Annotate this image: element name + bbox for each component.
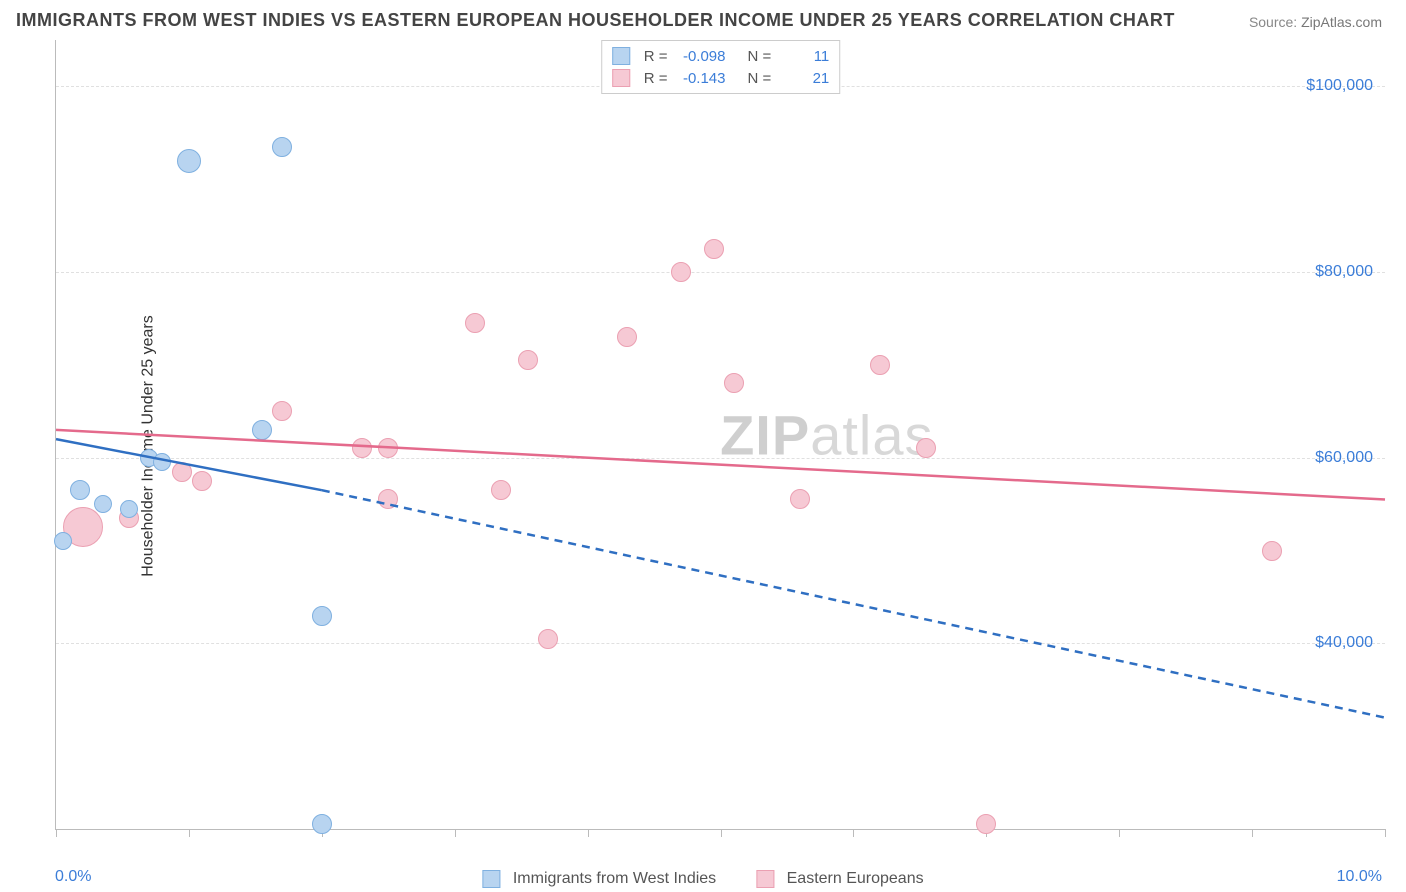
- x-tick: [56, 829, 57, 837]
- data-point-b: [192, 471, 212, 491]
- y-tick-label: $100,000: [1306, 77, 1373, 95]
- x-axis-max-label: 10.0%: [1337, 868, 1382, 886]
- data-point-b: [352, 438, 372, 458]
- trend-line: [56, 430, 1385, 500]
- data-point-b: [378, 438, 398, 458]
- legend-R-label: R =: [644, 48, 668, 65]
- chart-title: IMMIGRANTS FROM WEST INDIES VS EASTERN E…: [16, 10, 1175, 31]
- legend-R-value-a: -0.098: [674, 48, 726, 65]
- x-tick: [588, 829, 589, 837]
- data-point-a: [94, 495, 112, 513]
- data-point-a: [312, 606, 332, 626]
- data-point-b: [870, 355, 890, 375]
- legend-R-value-b: -0.143: [674, 70, 726, 87]
- data-point-b: [1262, 541, 1282, 561]
- y-tick-label: $60,000: [1315, 449, 1373, 467]
- y-tick-label: $80,000: [1315, 263, 1373, 281]
- data-point-b: [617, 327, 637, 347]
- series-swatch-b: [756, 870, 774, 888]
- data-point-a: [177, 149, 201, 173]
- x-tick: [1385, 829, 1386, 837]
- legend-N-value-b: 21: [777, 70, 829, 87]
- x-axis-min-label: 0.0%: [55, 868, 91, 886]
- x-tick: [189, 829, 190, 837]
- plot-area: R = -0.098 N = 11 R = -0.143 N = 21 ZIPa…: [55, 40, 1385, 830]
- x-tick: [1119, 829, 1120, 837]
- data-point-b: [790, 489, 810, 509]
- data-point-b: [378, 489, 398, 509]
- data-point-b: [724, 373, 744, 393]
- data-point-b: [272, 401, 292, 421]
- data-point-a: [252, 420, 272, 440]
- data-point-b: [172, 462, 192, 482]
- watermark-rest: atlas: [810, 403, 933, 466]
- gridline: [56, 272, 1385, 273]
- series-name-b: Eastern Europeans: [787, 870, 924, 887]
- x-tick: [853, 829, 854, 837]
- legend-N-label: N =: [748, 70, 772, 87]
- data-point-a: [120, 500, 138, 518]
- data-point-b: [671, 262, 691, 282]
- y-tick-label: $40,000: [1315, 634, 1373, 652]
- legend-swatch-a: [612, 47, 630, 65]
- legend-swatch-b: [612, 69, 630, 87]
- legend-N-label: N =: [748, 48, 772, 65]
- series-name-a: Immigrants from West Indies: [513, 870, 716, 887]
- gridline: [56, 643, 1385, 644]
- data-point-b: [465, 313, 485, 333]
- data-point-a: [54, 532, 72, 550]
- legend-R-label: R =: [644, 70, 668, 87]
- data-point-b: [976, 814, 996, 834]
- stats-legend-row-a: R = -0.098 N = 11: [612, 45, 830, 67]
- data-point-a: [272, 137, 292, 157]
- source-label: Source:: [1249, 14, 1297, 30]
- series-swatch-a: [482, 870, 500, 888]
- data-point-b: [491, 480, 511, 500]
- series-legend-item-a: Immigrants from West Indies: [482, 870, 716, 888]
- series-legend: Immigrants from West Indies Eastern Euro…: [482, 870, 923, 888]
- trend-line: [322, 490, 1385, 717]
- x-tick: [455, 829, 456, 837]
- stats-legend: R = -0.098 N = 11 R = -0.143 N = 21: [601, 40, 841, 94]
- data-point-a: [312, 814, 332, 834]
- x-tick: [1252, 829, 1253, 837]
- data-point-b: [538, 629, 558, 649]
- data-point-a: [153, 453, 171, 471]
- watermark-bold: ZIP: [720, 403, 810, 466]
- x-tick: [721, 829, 722, 837]
- source-attribution: Source: ZipAtlas.com: [1249, 14, 1382, 30]
- data-point-b: [704, 239, 724, 259]
- source-value: ZipAtlas.com: [1301, 14, 1382, 30]
- stats-legend-row-b: R = -0.143 N = 21: [612, 67, 830, 89]
- gridline: [56, 458, 1385, 459]
- data-point-b: [916, 438, 936, 458]
- series-legend-item-b: Eastern Europeans: [756, 870, 923, 888]
- data-point-b: [518, 350, 538, 370]
- data-point-a: [70, 480, 90, 500]
- legend-N-value-a: 11: [777, 48, 829, 65]
